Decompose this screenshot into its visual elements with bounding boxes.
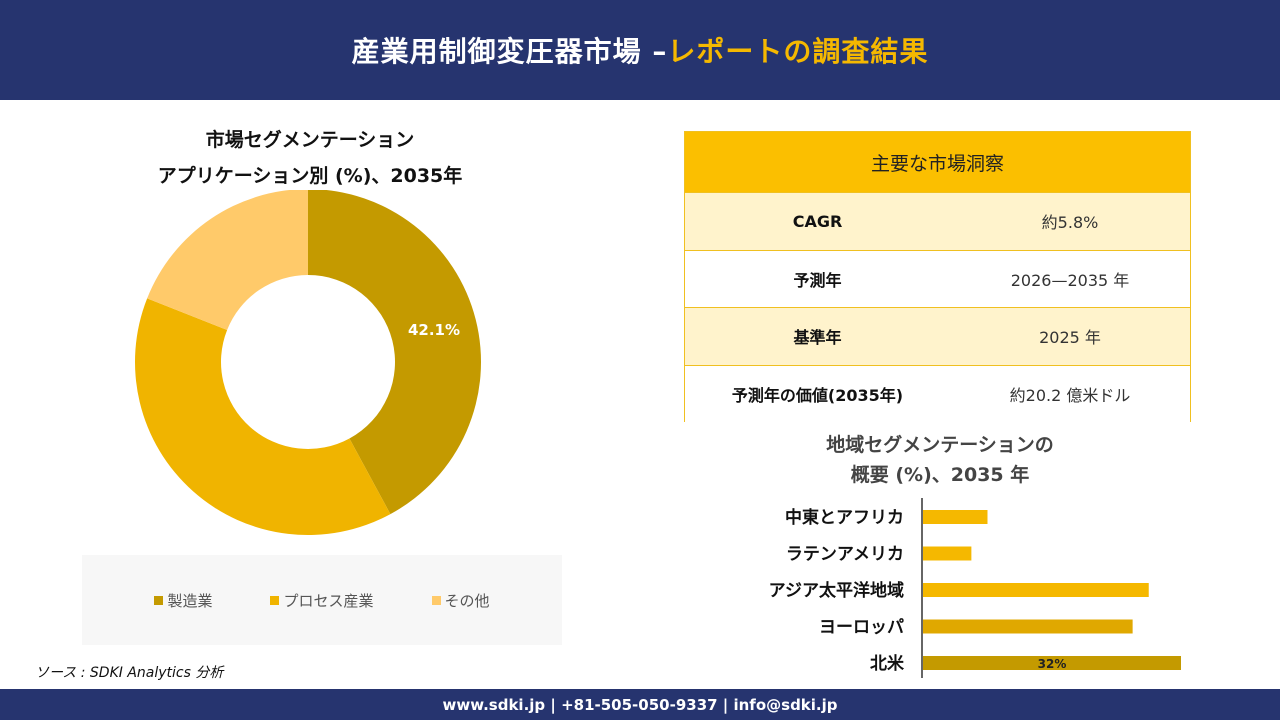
bar-4 — [923, 656, 1181, 670]
bar-category-label: ヨーロッパ — [819, 618, 904, 638]
donut-slice-2 — [147, 190, 308, 330]
source-note: ソース : SDKI Analytics 分析 — [35, 665, 224, 681]
bar-category-label: 北米 — [870, 653, 905, 674]
insight-row-forecast-years: 予測年 2026—2035 年 — [685, 249, 1190, 307]
bar-category-label: ラテンアメリカ — [786, 545, 904, 565]
legend-label: 製造業 — [167, 591, 213, 610]
insight-key: CAGR — [792, 211, 843, 231]
bar-2 — [923, 583, 1149, 597]
bar-title-line1: 地域セグメンテーションの — [826, 434, 1054, 456]
insight-value: 2025 年 — [1039, 328, 1101, 348]
market-insights-table: 主要な市場洞察 CAGR 約5.8% 予測年 2026—2035 年 基準年 2… — [684, 131, 1191, 422]
insight-key: 予測年の価値(2035年) — [731, 385, 904, 405]
legend-swatch — [431, 595, 441, 605]
insights-heading: 主要な市場洞察 — [685, 132, 1190, 192]
legend-swatch — [270, 595, 280, 605]
legend-label: プロセス産業 — [283, 591, 374, 610]
insight-key: 基準年 — [793, 328, 842, 348]
bar-category-label: アジア太平洋地域 — [769, 580, 904, 601]
page-header: 産業用制御変圧器市場 – レポートの調査結果 — [0, 0, 1280, 100]
bar-1 — [923, 546, 972, 561]
insight-value: 約5.8% — [1041, 213, 1099, 233]
bar-3 — [923, 619, 1133, 634]
donut-data-label: 42.1% — [408, 321, 460, 339]
legend-item: 製造業 — [154, 590, 212, 611]
bar-category-label: 中東とアフリカ — [785, 507, 904, 528]
pie-legend: 製造業 プロセス産業 その他 — [82, 555, 562, 645]
donut-chart: 42.1% — [134, 190, 481, 535]
bar-0 — [923, 510, 988, 524]
pie-title-line2: アプリケーション別 (%)、2035年 — [157, 165, 463, 187]
insight-row-cagr: CAGR 約5.8% — [685, 192, 1190, 250]
donut-slice-0 — [308, 190, 481, 515]
legend-label: その他 — [444, 591, 490, 610]
donut-slice-1 — [134, 298, 391, 535]
bar-data-label: 32% — [1038, 657, 1067, 671]
bar-chart-title: 地域セグメンテーションの 概要 (%)、2035 年 — [740, 430, 1140, 490]
insight-value: 2026—2035 年 — [1010, 270, 1130, 290]
insight-row-base-year: 基準年 2025 年 — [685, 307, 1190, 365]
legend-swatch — [154, 595, 164, 605]
insight-key: 予測年 — [793, 270, 842, 290]
footer-contact: www.sdki.jp | +81-505-050-9337 | info@sd… — [0, 689, 1280, 720]
insight-row-forecast-value: 予測年の価値(2035年) 約20.2 億米ドル — [685, 364, 1190, 422]
insight-value: 約20.2 億米ドル — [1009, 385, 1131, 405]
header-title-accent: レポートの調査結果 — [667, 35, 929, 68]
legend-item: その他 — [431, 590, 490, 611]
header-title: 産業用制御変圧器市場 – — [351, 35, 668, 68]
bar-title-line2: 概要 (%)、2035 年 — [850, 464, 1030, 486]
pie-title-line1: 市場セグメンテーション — [205, 129, 415, 151]
legend-item: プロセス産業 — [270, 590, 374, 611]
pie-chart-title: 市場セグメンテーション アプリケーション別 (%)、2035年 — [120, 122, 500, 194]
